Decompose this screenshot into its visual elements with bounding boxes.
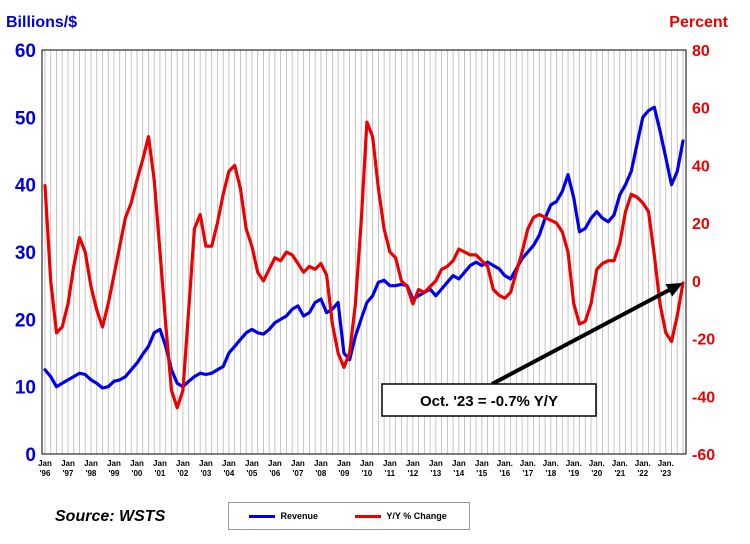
x-tick-label-top: Jan: [314, 459, 328, 468]
x-tick-label-bottom: '23: [660, 469, 671, 478]
right-tick-label: -40: [692, 389, 715, 406]
left-tick-label: 50: [15, 108, 36, 129]
x-tick-label-bottom: '99: [109, 469, 120, 478]
x-tick-label-bottom: '20: [591, 469, 602, 478]
x-tick-label-top: Jan: [38, 459, 52, 468]
annotation-text: Oct. '23 = -0.7% Y/Y: [420, 393, 558, 410]
x-tick-label-top: Jan: [153, 459, 167, 468]
x-tick-label-top: Jan: [268, 459, 282, 468]
annotation-arrow-line: [491, 284, 678, 386]
x-tick-label-bottom: '04: [224, 469, 235, 478]
x-tick-label-bottom: '06: [270, 469, 281, 478]
legend-item-revenue: Revenue: [249, 511, 318, 521]
x-tick-label-bottom: '16: [499, 469, 510, 478]
x-tick-label-top: Jan: [222, 459, 236, 468]
x-tick-label-top: Jan: [107, 459, 121, 468]
x-tick-label-top: Jan: [61, 459, 75, 468]
x-tick-label-bottom: '03: [201, 469, 212, 478]
x-tick-label-top: Jan: [291, 459, 305, 468]
x-tick-label-bottom: '21: [614, 469, 625, 478]
legend-label-revenue: Revenue: [280, 511, 319, 521]
legend: Revenue Y/Y % Change: [228, 502, 470, 530]
left-tick-label: 20: [15, 310, 36, 331]
x-tick-label-top: Jan: [245, 459, 259, 468]
legend-swatch-yoy: [355, 515, 381, 519]
right-tick-label: -20: [692, 332, 715, 349]
right-tick-label: 0: [692, 274, 701, 291]
x-tick-label-bottom: '14: [453, 469, 464, 478]
right-tick-label: -60: [692, 447, 715, 464]
left-tick-label: 30: [15, 243, 36, 264]
x-tick-label-bottom: '11: [385, 469, 396, 478]
x-tick-label-top: Jan.: [589, 459, 605, 468]
x-tick-label-bottom: '07: [292, 469, 303, 478]
right-axis-title: Percent: [669, 14, 728, 31]
right-tick-label: 20: [692, 216, 710, 233]
annotation-arrow-head: [665, 282, 683, 297]
x-tick-label-bottom: '22: [637, 469, 648, 478]
x-tick-label-bottom: '00: [132, 469, 143, 478]
x-tick-label-top: Jan: [452, 459, 466, 468]
x-tick-label-top: Jan.: [612, 459, 628, 468]
x-tick-label-top: Jan: [199, 459, 213, 468]
x-tick-label-top: Jan: [429, 459, 443, 468]
x-tick-label-bottom: '02: [178, 469, 189, 478]
right-tick-label: 80: [692, 43, 710, 60]
x-tick-label-top: Jan: [130, 459, 144, 468]
right-tick-label: 60: [692, 101, 710, 118]
x-tick-label-top: Jan: [84, 459, 98, 468]
x-tick-label-bottom: '18: [545, 469, 556, 478]
series-line-yoy-change: [43, 120, 685, 410]
line-chart: 0 10 20 30 40 50 60 -60 -40 -20 0 20 40 60 80 Billions/…: [6, 14, 729, 478]
x-tick-label-top: Jan: [176, 459, 190, 468]
left-tick-label: 10: [15, 378, 36, 399]
x-tick-label-bottom: '97: [63, 469, 74, 478]
x-tick-label-bottom: '13: [430, 469, 441, 478]
plot-frame: [41, 49, 687, 455]
series-line-revenue: [43, 105, 685, 390]
legend-label-yoy: Y/Y % Change: [386, 511, 447, 521]
axes: 0 10 20 30 40 50 60 -60 -40 -20 0 20 40 60 80 Billions/…: [6, 14, 729, 478]
x-tick-label-top: Jan.: [520, 459, 536, 468]
left-tick-label: 40: [15, 176, 36, 197]
x-tick-label-bottom: '19: [568, 469, 579, 478]
legend-item-yoy: Y/Y % Change: [355, 511, 447, 521]
x-tick-label-bottom: '96: [40, 469, 51, 478]
x-tick-label-top: Jan: [360, 459, 374, 468]
x-tick-label-top: Jan: [406, 459, 420, 468]
source-note: Source: WSTS: [55, 508, 166, 525]
x-tick-label-top: Jan: [383, 459, 397, 468]
annotation-box: [381, 383, 597, 417]
x-tick-label-bottom: '05: [247, 469, 258, 478]
x-tick-label-top: Jan.: [543, 459, 559, 468]
x-tick-label-top: Jan.: [497, 459, 513, 468]
left-tick-label: 0: [25, 445, 36, 466]
series-lines: [43, 105, 685, 410]
x-tick-label-top: Jan.: [658, 459, 674, 468]
x-tick-label-top: Jan: [337, 459, 351, 468]
x-tick-label-bottom: '09: [338, 469, 349, 478]
x-tick-label-top: Jan.: [566, 459, 582, 468]
x-tick-label-bottom: '10: [361, 469, 372, 478]
left-axis-title: Billions/$: [6, 14, 77, 31]
x-tick-label-bottom: '17: [522, 469, 533, 478]
x-tick-label-bottom: '98: [86, 469, 97, 478]
annotation: Oct. '23 = -0.7% Y/Y: [381, 282, 683, 417]
x-tick-label-bottom: '08: [315, 469, 326, 478]
x-tick-label-top: Jan: [475, 459, 489, 468]
x-tick-label-bottom: '15: [476, 469, 487, 478]
legend-swatch-revenue: [249, 515, 275, 519]
left-tick-label: 60: [15, 41, 36, 62]
x-tick-label-top: Jan.: [635, 459, 651, 468]
x-tick-label-bottom: '01: [155, 469, 166, 478]
x-tick-label-bottom: '12: [407, 469, 418, 478]
right-tick-label: 40: [692, 158, 710, 175]
